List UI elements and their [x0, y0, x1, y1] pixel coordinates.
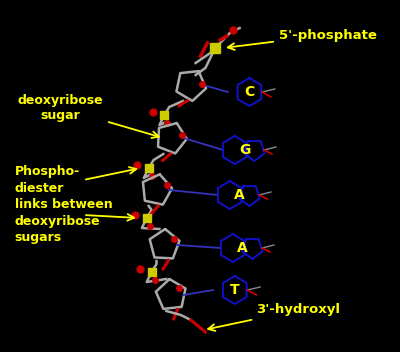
- Text: Phospho-
diester
links between
deoxyribose
sugars: Phospho- diester links between deoxyribo…: [15, 165, 112, 245]
- Text: G: G: [239, 143, 250, 157]
- Text: 5'-phosphate: 5'-phosphate: [228, 29, 377, 50]
- Text: T: T: [230, 283, 240, 297]
- Text: A: A: [234, 188, 245, 202]
- Text: 3'-hydroxyl: 3'-hydroxyl: [208, 303, 340, 331]
- Text: deoxyribose
sugar: deoxyribose sugar: [18, 94, 159, 138]
- Text: A: A: [237, 241, 248, 255]
- Text: C: C: [244, 85, 254, 99]
